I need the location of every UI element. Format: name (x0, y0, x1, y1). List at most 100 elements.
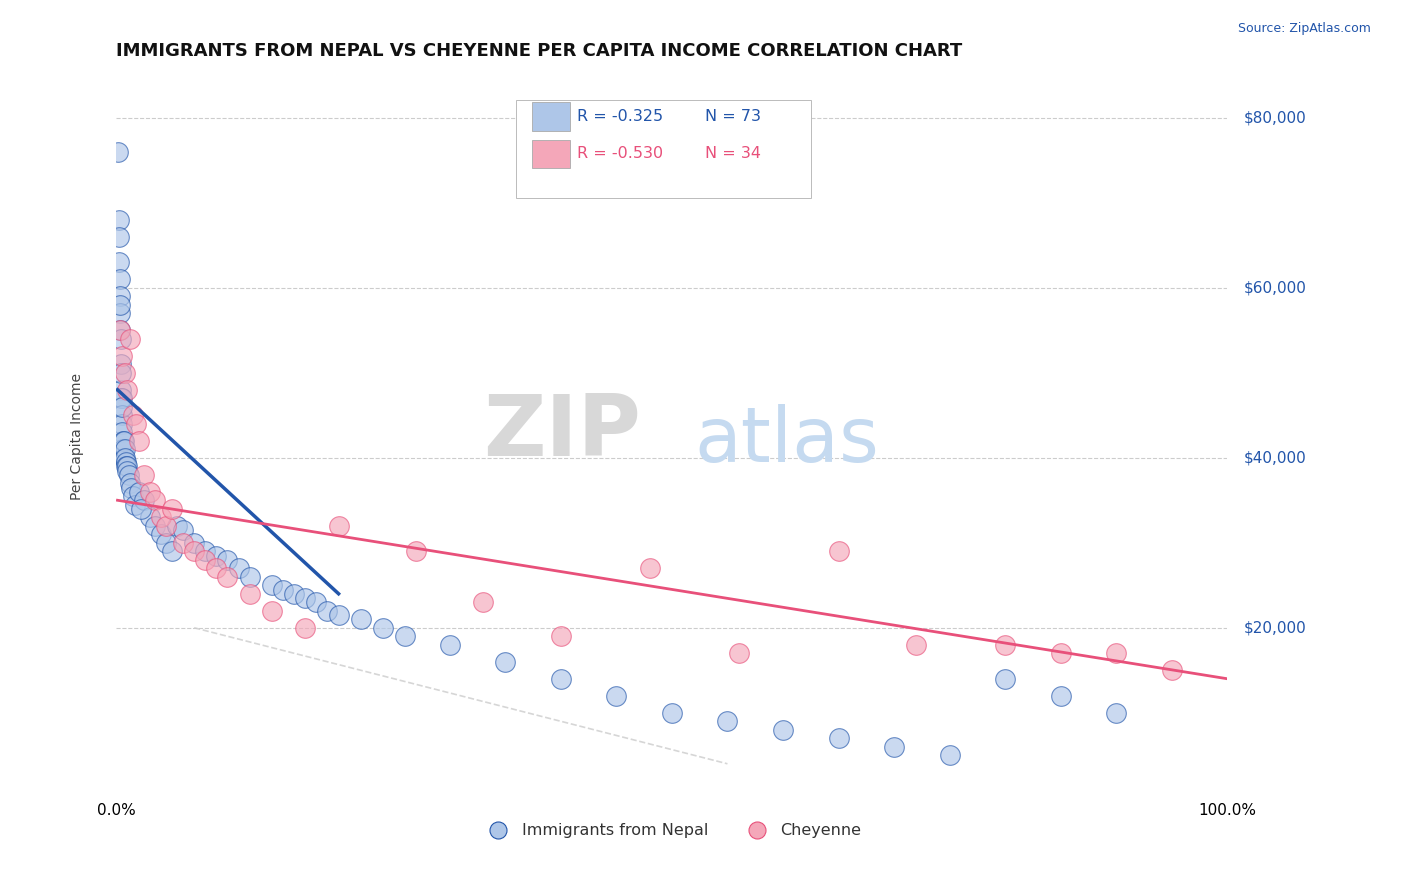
Point (239, 570, 262, 584)
Point (661, 706, 683, 720)
Point (1160, 663, 1182, 677)
Point (125, 417, 148, 431)
Point (111, 400, 134, 414)
Point (112, 450, 135, 465)
Point (166, 518, 188, 533)
FancyBboxPatch shape (516, 101, 811, 198)
Point (149, 510, 172, 524)
Point (472, 595, 495, 609)
Point (228, 561, 250, 575)
Point (172, 523, 194, 537)
Point (271, 582, 294, 597)
Point (117, 463, 139, 477)
Point (938, 748, 960, 763)
Text: $40,000: $40,000 (1244, 450, 1306, 466)
Text: Per Capita Income: Per Capita Income (70, 373, 84, 500)
Point (114, 450, 136, 465)
Point (107, 212, 129, 227)
Point (205, 561, 228, 575)
Point (716, 714, 738, 729)
Text: Source: ZipAtlas.com: Source: ZipAtlas.com (1237, 22, 1371, 36)
Point (138, 510, 160, 524)
Point (394, 629, 416, 643)
Point (405, 544, 427, 558)
Point (111, 391, 134, 405)
Point (183, 535, 205, 549)
Point (107, 255, 129, 269)
Text: R = -0.325: R = -0.325 (578, 109, 664, 124)
Point (205, 549, 228, 563)
Point (283, 587, 305, 601)
Point (117, 467, 139, 482)
Text: R = -0.530: R = -0.530 (578, 146, 664, 161)
Point (111, 349, 134, 363)
Point (827, 544, 849, 558)
Point (1049, 689, 1071, 703)
Point (114, 455, 136, 469)
Point (294, 591, 316, 605)
Point (108, 229, 131, 244)
Point (108, 323, 131, 337)
Point (122, 409, 145, 423)
Point (110, 383, 132, 397)
Text: ZIP: ZIP (484, 391, 641, 474)
Point (160, 501, 183, 516)
Point (605, 689, 627, 703)
Point (112, 434, 135, 448)
Point (905, 638, 928, 652)
Point (108, 272, 131, 286)
Point (110, 357, 132, 371)
Point (124, 498, 146, 512)
Point (110, 332, 132, 346)
Point (172, 535, 194, 549)
Point (114, 442, 136, 457)
Point (439, 638, 461, 652)
Point (122, 489, 145, 503)
Point (120, 481, 142, 495)
Text: IMMIGRANTS FROM NEPAL VS CHEYENNE PER CAPITA INCOME CORRELATION CHART: IMMIGRANTS FROM NEPAL VS CHEYENNE PER CA… (117, 42, 963, 60)
Point (114, 366, 136, 380)
Point (160, 544, 183, 558)
Point (110, 366, 132, 380)
Point (1105, 706, 1128, 720)
Point (1049, 646, 1071, 660)
Text: $20,000: $20,000 (1244, 620, 1306, 635)
Point (994, 672, 1017, 686)
Point (118, 332, 141, 346)
FancyBboxPatch shape (531, 139, 569, 169)
Point (111, 417, 134, 431)
Point (108, 306, 131, 320)
Point (107, 145, 129, 159)
FancyBboxPatch shape (531, 102, 569, 131)
Point (112, 442, 135, 457)
Point (108, 289, 131, 303)
Point (110, 323, 132, 337)
Point (134, 493, 156, 508)
Point (217, 570, 239, 584)
Point (260, 604, 283, 618)
Point (638, 561, 661, 575)
Point (371, 621, 394, 635)
Point (138, 484, 160, 499)
Text: atlas: atlas (695, 404, 879, 478)
Point (328, 518, 350, 533)
Point (494, 655, 516, 669)
Point (134, 467, 156, 482)
Point (772, 723, 794, 737)
Point (194, 544, 217, 558)
Point (305, 595, 328, 609)
Point (117, 383, 139, 397)
Point (550, 672, 572, 686)
Text: N = 34: N = 34 (706, 146, 761, 161)
Text: $60,000: $60,000 (1244, 280, 1308, 295)
Point (155, 518, 177, 533)
Point (727, 646, 749, 660)
Point (110, 298, 132, 312)
Point (294, 621, 316, 635)
Point (239, 587, 262, 601)
Point (111, 409, 134, 423)
Point (155, 535, 177, 549)
Point (143, 518, 166, 533)
Point (994, 638, 1017, 652)
Point (194, 553, 217, 567)
